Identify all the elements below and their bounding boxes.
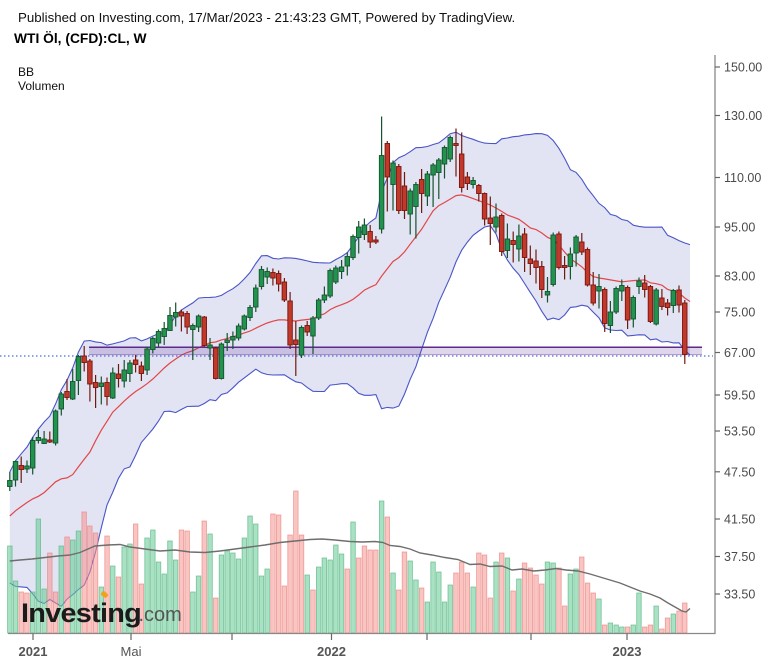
svg-text:2022: 2022 xyxy=(317,644,346,659)
svg-text:41.50: 41.50 xyxy=(724,513,755,527)
svg-text:Mai: Mai xyxy=(121,644,142,659)
svg-text:75.00: 75.00 xyxy=(724,306,755,320)
svg-text:53.50: 53.50 xyxy=(724,425,755,439)
svg-text:150.00: 150.00 xyxy=(724,61,762,75)
svg-text:83.00: 83.00 xyxy=(724,270,755,284)
svg-text:2021: 2021 xyxy=(19,644,48,659)
svg-text:59.50: 59.50 xyxy=(724,389,755,403)
svg-text:110.00: 110.00 xyxy=(724,171,761,185)
svg-text:33.50: 33.50 xyxy=(724,588,755,602)
svg-text:130.00: 130.00 xyxy=(724,109,762,123)
svg-text:95.00: 95.00 xyxy=(724,221,755,235)
svg-text:47.50: 47.50 xyxy=(724,465,755,479)
svg-text:2023: 2023 xyxy=(613,644,642,659)
svg-text:67.00: 67.00 xyxy=(724,346,755,360)
svg-text:37.50: 37.50 xyxy=(724,550,755,564)
